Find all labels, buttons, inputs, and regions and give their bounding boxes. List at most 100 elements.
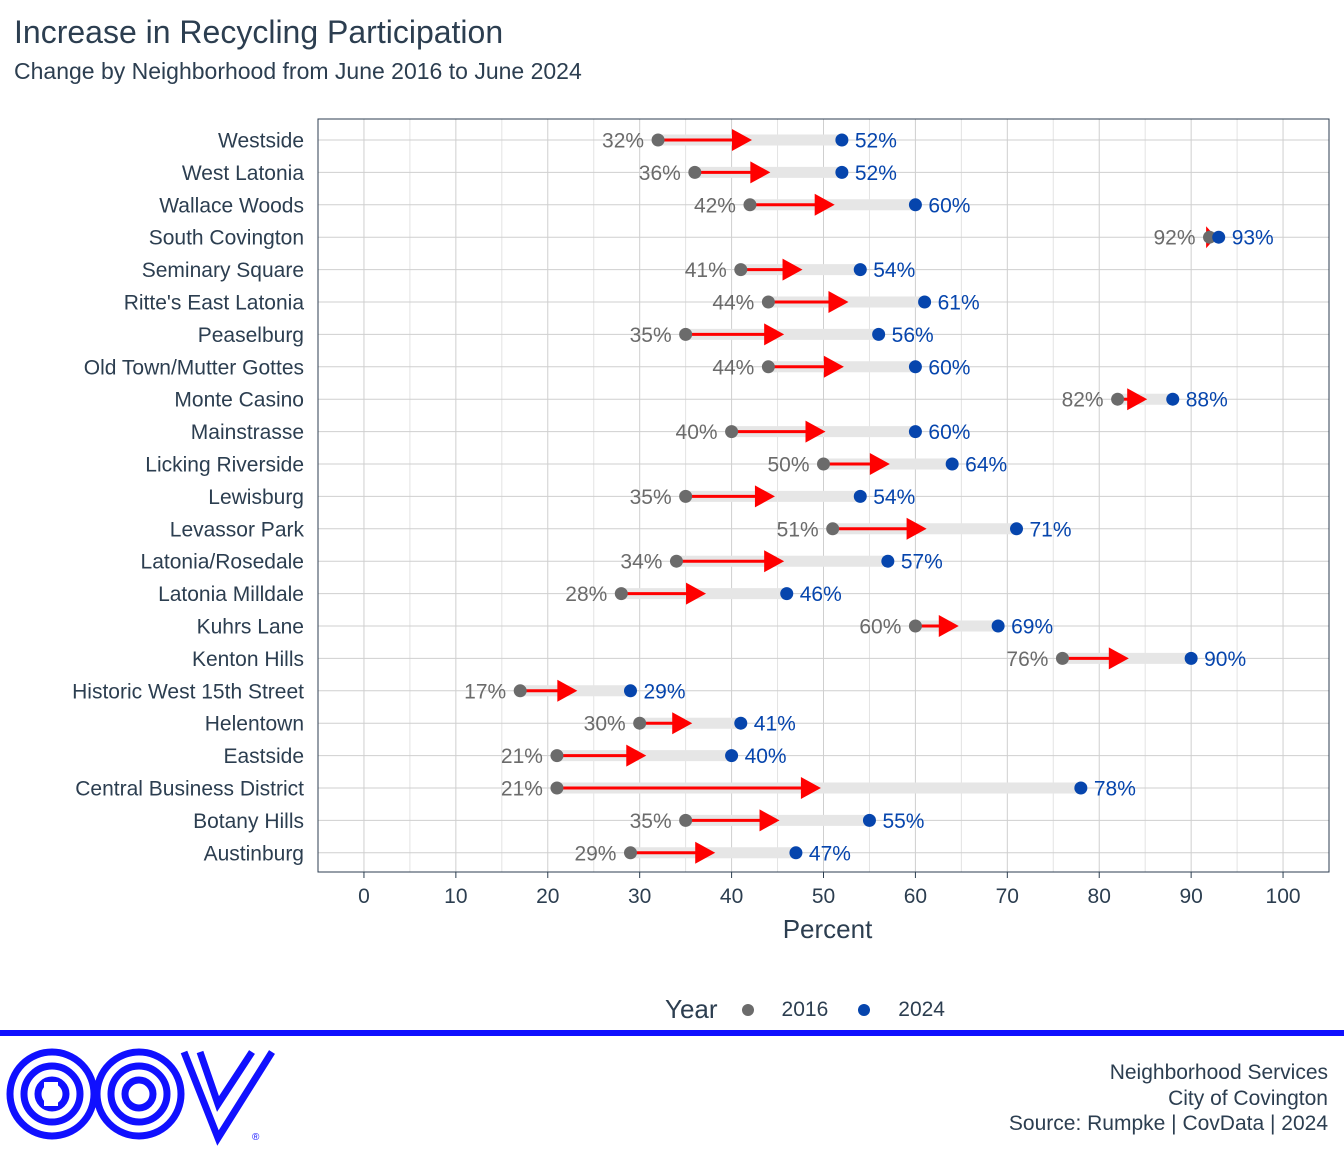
change-arrow-head bbox=[1127, 388, 1148, 411]
dumbbell-chart: 32% 52% 36% 52% 42% 60% 92% 93% 41% 54% 44% 61% 35% 5… bbox=[72, 118, 1330, 945]
point-2016 bbox=[734, 263, 748, 277]
point-2016 bbox=[1111, 392, 1125, 406]
category-label: Seminary Square bbox=[142, 259, 304, 282]
x-tick-label: 40 bbox=[720, 885, 743, 908]
x-tick-label: 20 bbox=[536, 885, 559, 908]
category-label: Old Town/Mutter Gottes bbox=[84, 356, 304, 379]
label-2024: 69% bbox=[1011, 616, 1053, 639]
point-2016 bbox=[743, 198, 757, 212]
label-2016: 30% bbox=[584, 713, 626, 736]
point-2016 bbox=[679, 327, 693, 341]
axis-layer: 0 10 20 30 40 50 60 70 80 90 100 Percent Westside Wes… bbox=[72, 130, 1300, 945]
footer-line-3: Source: Rumpke | CovData | 2024 bbox=[1008, 1112, 1328, 1135]
point-2016 bbox=[1055, 651, 1069, 665]
point-2024 bbox=[908, 425, 922, 439]
legend: Year 2016 2024 bbox=[665, 994, 975, 1025]
category-label: Latonia Milldale bbox=[158, 583, 304, 606]
cov-logo: ® bbox=[6, 1048, 275, 1146]
label-2016: 41% bbox=[685, 259, 727, 282]
change-arrow-head bbox=[782, 258, 803, 281]
point-2016 bbox=[725, 425, 739, 439]
label-2024: 40% bbox=[745, 745, 787, 768]
label-2016: 51% bbox=[777, 518, 819, 541]
label-2016: 44% bbox=[712, 292, 754, 315]
change-arrow-head bbox=[828, 291, 849, 313]
x-tick-label: 0 bbox=[358, 885, 370, 908]
point-2016 bbox=[633, 716, 647, 730]
label-2016: 92% bbox=[1153, 227, 1195, 250]
point-2024 bbox=[1212, 230, 1226, 244]
label-2024: 46% bbox=[800, 583, 842, 606]
point-2016 bbox=[550, 749, 564, 763]
label-2024: 47% bbox=[809, 842, 851, 865]
legend-2024-marker bbox=[858, 1003, 871, 1016]
label-2024: 41% bbox=[754, 713, 796, 736]
label-2016: 21% bbox=[501, 745, 543, 768]
point-2016 bbox=[651, 133, 665, 147]
legend-title: Year bbox=[665, 994, 718, 1024]
marks-layer: 32% 52% 36% 52% 42% 60% 92% 93% 41% 54% 44% 61% 35% 5… bbox=[464, 129, 1274, 865]
label-2016: 34% bbox=[620, 551, 662, 574]
change-arrow-head bbox=[906, 517, 927, 540]
point-2024 bbox=[623, 684, 637, 698]
change-arrow-head bbox=[938, 615, 959, 637]
category-label: Kenton Hills bbox=[192, 648, 304, 671]
label-2024: 64% bbox=[965, 454, 1007, 477]
category-label: Latonia/Rosedale bbox=[141, 551, 304, 574]
point-2024 bbox=[872, 327, 886, 341]
category-label: Westside bbox=[218, 130, 304, 153]
label-2016: 35% bbox=[630, 810, 672, 833]
point-2024 bbox=[1166, 392, 1180, 406]
change-arrow-head bbox=[759, 809, 780, 832]
point-2024 bbox=[1074, 781, 1088, 795]
label-2024: 60% bbox=[928, 421, 970, 444]
point-2016 bbox=[623, 846, 637, 860]
change-arrow-head bbox=[626, 744, 647, 767]
footer-line-1: Neighborhood Services bbox=[1109, 1061, 1328, 1084]
point-2016 bbox=[614, 587, 628, 601]
label-2016: 40% bbox=[676, 421, 718, 444]
x-axis-title: Percent bbox=[783, 914, 873, 944]
point-2024 bbox=[908, 198, 922, 212]
category-label: Historic West 15th Street bbox=[72, 680, 304, 703]
point-2016 bbox=[1203, 230, 1217, 244]
label-2024: 54% bbox=[873, 486, 915, 509]
chart-title: Increase in Recycling Participation bbox=[14, 14, 504, 50]
label-2016: 29% bbox=[574, 842, 616, 865]
category-label: Kuhrs Lane bbox=[197, 616, 304, 639]
label-2024: 90% bbox=[1204, 648, 1246, 671]
label-2024: 55% bbox=[882, 810, 924, 833]
label-2024: 56% bbox=[892, 324, 934, 347]
label-2016: 50% bbox=[767, 454, 809, 477]
label-2016: 42% bbox=[694, 194, 736, 217]
label-2016: 17% bbox=[464, 680, 506, 703]
point-2016 bbox=[908, 619, 922, 633]
label-2024: 60% bbox=[928, 356, 970, 379]
category-label: South Covington bbox=[149, 227, 304, 250]
label-2016: 44% bbox=[712, 356, 754, 379]
change-arrow-head bbox=[764, 323, 785, 346]
point-2024 bbox=[725, 749, 739, 763]
label-2024: 88% bbox=[1186, 389, 1228, 412]
label-2016: 32% bbox=[602, 130, 644, 153]
label-2016: 21% bbox=[501, 778, 543, 801]
x-tick-label: 100 bbox=[1266, 885, 1301, 908]
point-2024 bbox=[1010, 522, 1024, 536]
x-tick-label: 50 bbox=[812, 885, 835, 908]
label-2024: 29% bbox=[643, 680, 685, 703]
x-tick-label: 80 bbox=[1088, 885, 1111, 908]
category-label: Monte Casino bbox=[174, 389, 304, 412]
category-label: Licking Riverside bbox=[145, 454, 304, 477]
label-2024: 60% bbox=[928, 194, 970, 217]
category-label: Botany Hills bbox=[193, 810, 304, 833]
category-label: Austinburg bbox=[204, 842, 304, 865]
label-2016: 36% bbox=[639, 162, 681, 185]
label-2024: 78% bbox=[1094, 778, 1136, 801]
category-label: Eastside bbox=[223, 745, 304, 768]
change-arrow-head bbox=[800, 777, 821, 799]
registered-mark: ® bbox=[252, 1132, 260, 1143]
x-tick-label: 10 bbox=[444, 885, 467, 908]
change-arrow-head bbox=[672, 712, 693, 735]
footer-divider bbox=[0, 1030, 1344, 1036]
grid-layer bbox=[318, 119, 1330, 872]
